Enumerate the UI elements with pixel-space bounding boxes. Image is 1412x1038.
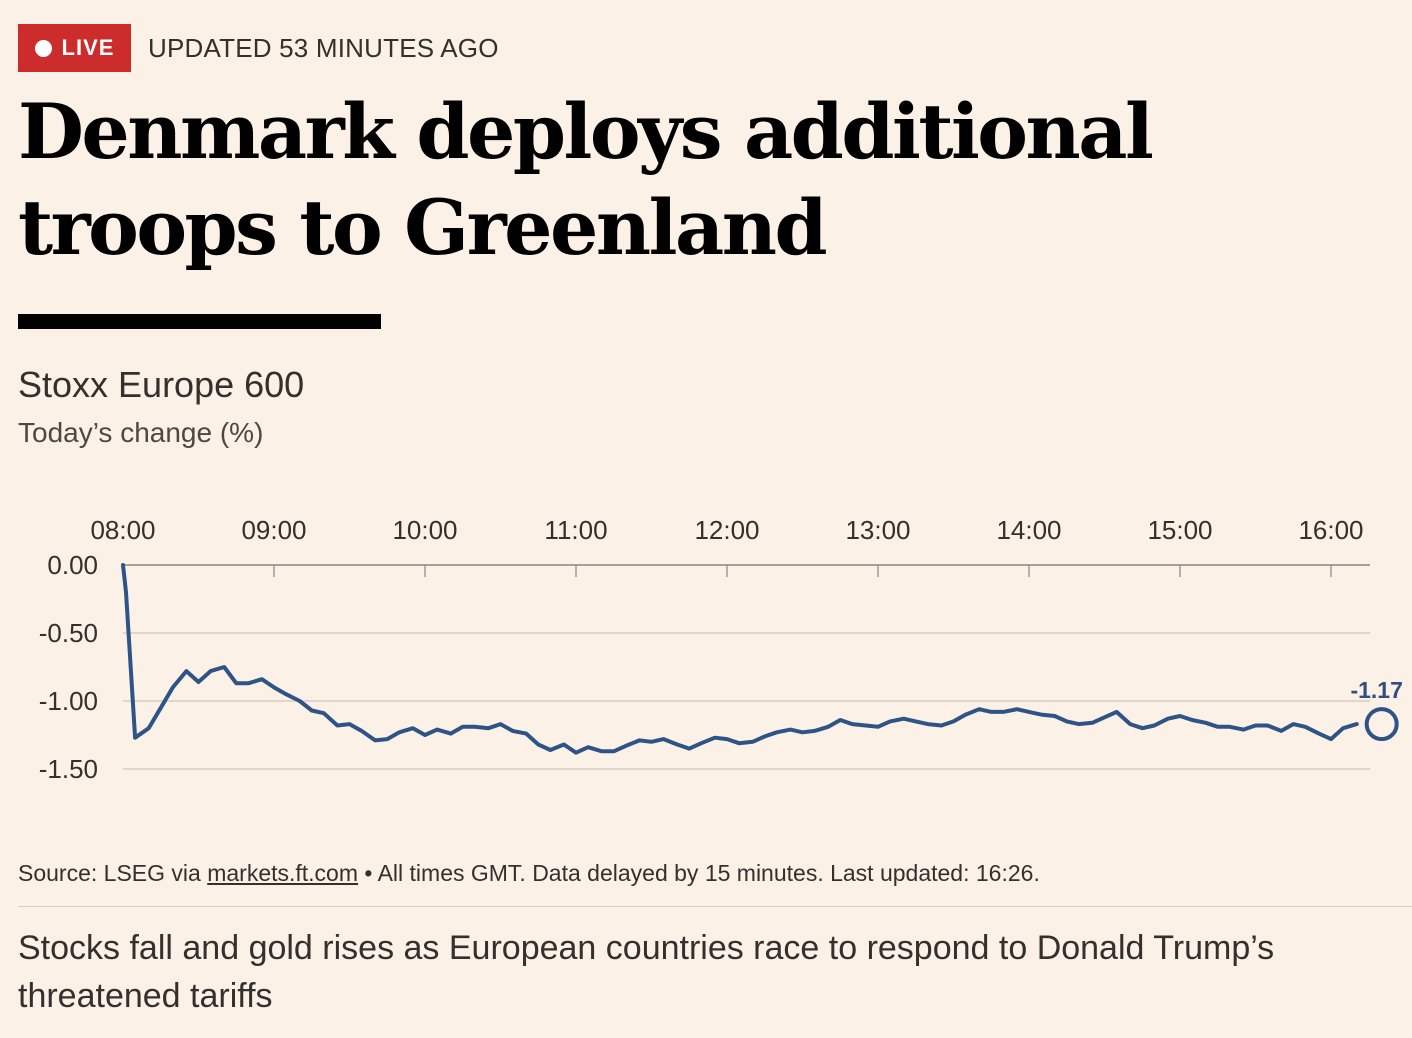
live-label: LIVE bbox=[61, 35, 115, 60]
last-value-label: -1.17 bbox=[1350, 677, 1402, 703]
chart-source: Source: LSEG via markets.ft.com • All ti… bbox=[18, 860, 1040, 887]
source-prefix: Source: LSEG via bbox=[18, 860, 201, 886]
source-link[interactable]: markets.ft.com bbox=[207, 860, 359, 886]
last-point-marker bbox=[1364, 707, 1399, 742]
x-tick-label: 10:00 bbox=[392, 515, 457, 545]
stoxx-line-chart: 0.00 -0.50 -1.00 -1.50 08:00 09:00 10:00 11:00 1… bbox=[39, 515, 1403, 784]
standfirst: Stocks fall and gold rises as European c… bbox=[18, 929, 1275, 1015]
y-tick-label: -1.50 bbox=[39, 754, 98, 784]
live-badge[interactable]: LIVE bbox=[18, 24, 131, 72]
headline: Denmark deploys additional troops to Gre… bbox=[18, 87, 1154, 272]
article-topline: LIVE UPDATED 53 MINUTES AGO bbox=[18, 24, 499, 72]
x-tick-label: 12:00 bbox=[694, 515, 759, 545]
x-tick-label: 11:00 bbox=[544, 515, 607, 545]
source-suffix: • All times GMT. Data delayed by 15 minu… bbox=[364, 860, 1040, 886]
live-dot-icon bbox=[34, 39, 52, 57]
x-tick-label: 14:00 bbox=[996, 515, 1061, 545]
headline-rule bbox=[18, 314, 381, 329]
y-tick-label: -0.50 bbox=[39, 618, 98, 648]
y-tick-label: -1.00 bbox=[39, 686, 98, 716]
updated-timestamp: UPDATED 53 MINUTES AGO bbox=[148, 32, 499, 63]
x-tick-label: 08:00 bbox=[90, 515, 155, 545]
x-tick-label: 13:00 bbox=[845, 515, 910, 545]
chart-title: Stoxx Europe 600 bbox=[18, 364, 305, 405]
divider bbox=[18, 906, 1412, 907]
series-line bbox=[121, 563, 1359, 755]
y-tick-label: 0.00 bbox=[47, 550, 98, 580]
x-tick-label: 16:00 bbox=[1298, 515, 1363, 545]
chart-subtitle: Today’s change (%) bbox=[18, 417, 264, 448]
x-tick-label: 09:00 bbox=[241, 515, 306, 545]
x-tick-label: 15:00 bbox=[1147, 515, 1212, 545]
